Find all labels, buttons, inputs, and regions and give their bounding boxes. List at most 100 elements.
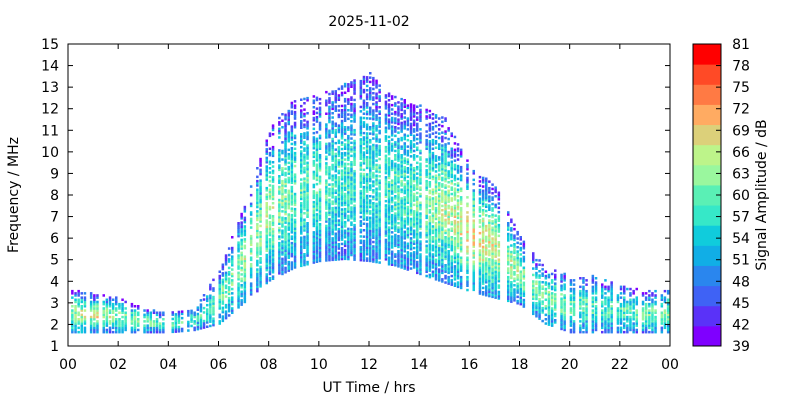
heat-cell [146,324,149,327]
heat-cell [441,116,444,119]
heat-cell [240,225,243,229]
heat-cell [303,134,306,137]
heat-cell [265,169,268,173]
heat-cell [284,154,287,158]
heat-cell [375,187,378,190]
heat-cell [187,325,190,328]
heat-cell [293,156,297,159]
heat-cell [456,257,460,261]
heat-cell [281,188,284,191]
heat-cell [428,181,432,184]
heat-cell [149,313,152,317]
heat-cell [331,222,334,225]
heat-cell [387,118,391,121]
heat-cell [384,234,388,237]
heat-cell [325,239,328,243]
heat-cell [450,182,453,185]
heat-cell [447,239,450,242]
heat-cell [287,234,290,238]
heat-cell [362,200,366,204]
heat-cell [428,226,432,229]
heat-cell [481,256,485,259]
heat-cell [158,315,162,319]
heat-cell [303,242,306,245]
heat-cell [290,136,294,139]
heat-cell [240,290,243,293]
heat-cell [325,129,328,133]
heat-cell [497,243,501,246]
heat-cell [450,261,453,265]
heat-cell [412,199,416,202]
heat-cell [459,198,463,201]
heat-cell [453,226,457,229]
heat-cell [488,199,491,203]
heat-cell [538,287,541,290]
heat-cell [369,229,372,232]
heat-cell [325,198,328,202]
heat-cell [365,253,369,256]
heat-cell [456,285,460,289]
heat-cell [384,215,388,218]
heat-cell [510,257,513,260]
heat-cell [80,309,83,312]
heat-cell [400,123,403,127]
heat-cell [416,222,419,225]
heat-cell [303,229,306,232]
heat-cell [284,174,287,177]
heat-cell [259,259,262,262]
heat-cell [378,175,381,178]
heat-cell [350,217,353,220]
heat-cell [438,128,441,131]
heat-cell [390,97,394,100]
heat-cell [472,191,475,194]
heat-cell [390,103,394,107]
heat-cell [453,230,457,234]
heat-cell [218,294,221,297]
heat-cell [510,291,513,295]
heat-cell [303,263,306,267]
heat-cell [287,114,290,117]
heat-cell [334,245,337,248]
heat-cell [488,230,491,233]
heat-cell [428,114,432,117]
heat-cell [300,109,303,112]
heat-cell [522,285,526,289]
heat-cell [281,266,284,269]
heat-cell [231,292,234,295]
heat-cell [428,254,432,257]
heat-cell [284,178,287,181]
heat-cell [478,266,482,269]
heat-cell [397,105,400,108]
heat-cell [425,205,428,209]
heat-cell [306,263,309,266]
heat-cell [350,189,353,192]
heat-cell [362,209,366,213]
heat-cell [74,309,77,312]
heat-cell [384,223,388,227]
heat-cell [384,238,388,242]
heat-cell [550,285,554,289]
heat-cell [510,259,513,262]
heat-cell [237,260,240,264]
heat-cell [124,300,127,304]
heat-cell [328,172,331,176]
heat-cell [300,232,303,235]
heat-cell [209,307,212,310]
heat-cell [278,203,281,206]
heat-cell [340,223,344,226]
heat-cell [300,227,303,231]
heat-cell [372,174,375,177]
heat-cell [353,223,356,227]
heat-cell [438,164,441,168]
heat-cell [328,250,331,253]
heat-cell [300,137,303,140]
heat-cell [403,105,406,108]
heat-cell [318,188,322,191]
heat-cell [71,292,74,295]
heat-cell [466,168,469,171]
heat-cell [372,182,375,186]
heat-cell [359,120,363,124]
heat-cell [456,261,460,265]
heat-cell [284,217,287,220]
heat-cell [271,264,275,268]
